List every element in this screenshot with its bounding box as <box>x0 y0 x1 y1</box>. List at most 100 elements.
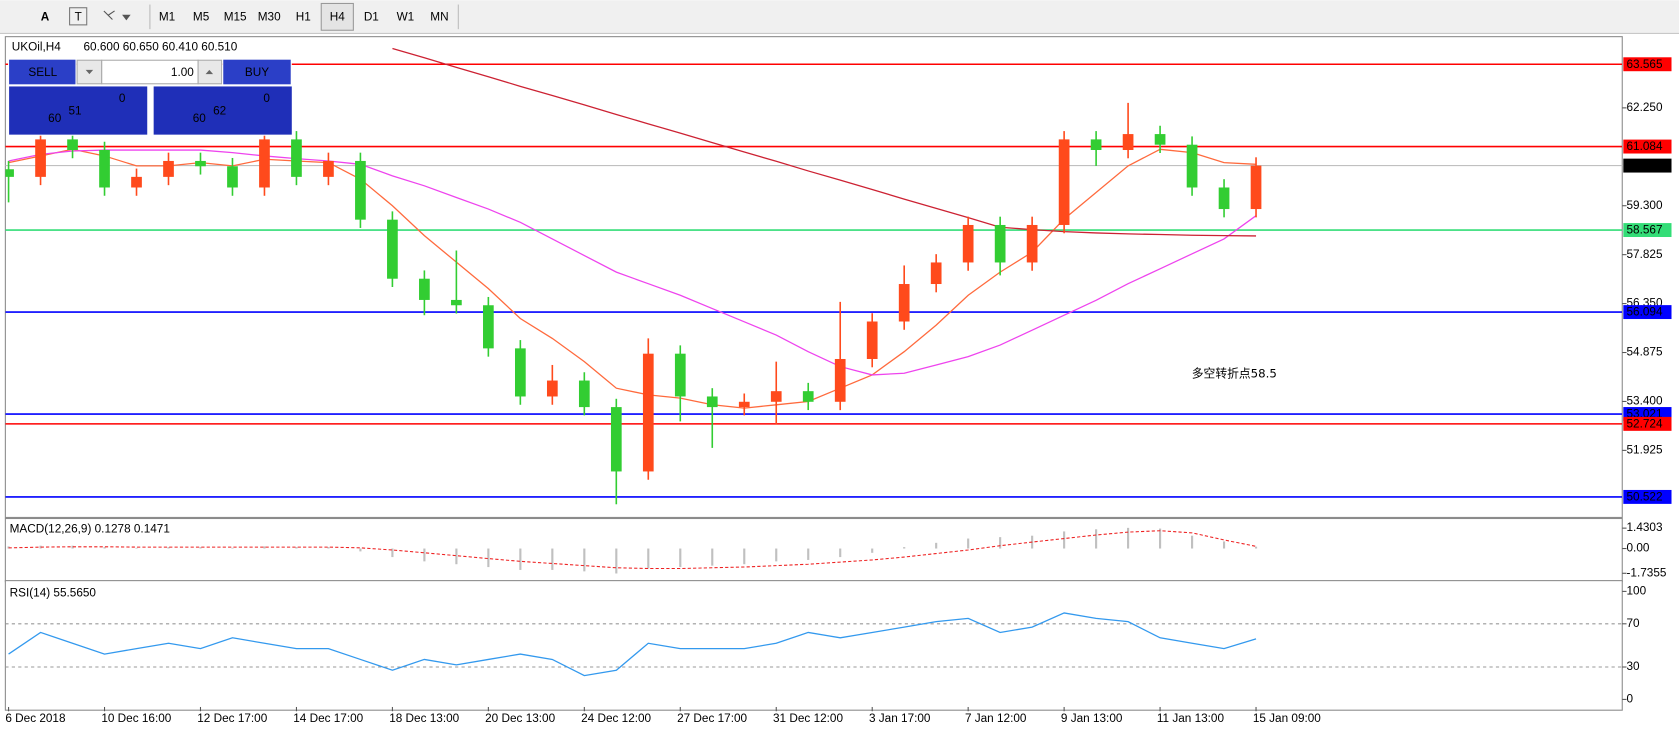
x-tick-label: 6 Dec 2018 <box>5 712 66 725</box>
candle-body <box>1250 165 1262 210</box>
candle-body <box>1186 144 1198 188</box>
macd-bar <box>487 548 490 568</box>
macd-bar <box>327 547 330 549</box>
macd-bar <box>935 542 938 549</box>
level-label: 56.094 <box>1627 306 1663 319</box>
x-tick-label: 31 Dec 12:00 <box>773 712 843 725</box>
indicator-title: MACD(12,26,9) 0.1278 0.1471 <box>10 522 170 535</box>
y-tick-label: 30 <box>1627 660 1641 673</box>
candle-body <box>323 160 334 177</box>
macd-bar <box>519 548 522 570</box>
y-tick-label: 0 <box>1627 693 1634 706</box>
level-tag <box>1623 416 1672 431</box>
x-tick-label: 20 Dec 13:00 <box>485 712 555 725</box>
x-tick-label: 9 Jan 13:00 <box>1061 712 1123 725</box>
candle-body <box>930 262 942 285</box>
y-tick-label: 62.250 <box>1627 101 1663 114</box>
y-tick-label: 1.4303 <box>1627 521 1663 534</box>
y-tick-label: 53.400 <box>1627 395 1663 408</box>
buy-button[interactable] <box>222 58 292 86</box>
ask-price-box[interactable] <box>152 85 293 136</box>
timeframe-button[interactable]: D1 <box>364 10 379 23</box>
bid-price-big: 60 <box>48 112 62 125</box>
macd-bar <box>1159 528 1162 549</box>
candle-body <box>962 224 974 263</box>
chart-symbol: UKOil,H4 <box>12 40 61 53</box>
macd-bar <box>359 548 362 552</box>
level-label: 50.522 <box>1627 491 1663 504</box>
indicator-title: RSI(14) 55.5650 <box>10 587 97 600</box>
macd-bar <box>583 548 586 572</box>
tool-button[interactable]: A <box>41 10 50 23</box>
sell-button[interactable] <box>8 58 77 86</box>
candle-body <box>706 396 718 408</box>
macd-bar <box>167 547 170 549</box>
candle-body <box>802 391 814 402</box>
timeframe-button[interactable]: H4 <box>330 10 345 23</box>
annotation: 多空转折点58.5 <box>1192 366 1277 380</box>
candle-body <box>5 169 14 177</box>
timeframe-button[interactable]: MN <box>430 10 448 23</box>
macd-bar <box>295 547 298 549</box>
candle-body <box>131 176 142 188</box>
macd-bar <box>39 545 42 549</box>
panel <box>4 517 1623 583</box>
macd-bar <box>71 545 74 549</box>
timeframe-button[interactable]: M30 <box>258 10 281 23</box>
level-label: 61.084 <box>1627 140 1663 153</box>
x-tick-label: 18 Dec 13:00 <box>389 712 459 725</box>
timeframe-button[interactable]: M15 <box>224 10 247 23</box>
candle-body <box>451 299 462 306</box>
macd-bar <box>903 547 906 549</box>
tool-button[interactable]: T <box>75 10 82 23</box>
bid-price-sup: 0 <box>119 92 126 105</box>
y-tick-label: 70 <box>1627 617 1641 630</box>
lot-value: 1.00 <box>171 66 194 79</box>
y-tick-label: 59.300 <box>1627 199 1663 212</box>
macd-bar <box>423 548 426 562</box>
y-tick-label: 100 <box>1627 585 1647 598</box>
candle-body <box>514 348 526 397</box>
timeframe-button[interactable]: H1 <box>296 10 311 23</box>
bid-price-box[interactable] <box>8 85 149 136</box>
moving-average <box>8 148 1257 409</box>
candle-body <box>834 358 846 402</box>
candle-body <box>387 219 398 279</box>
sell-label[interactable]: SELL <box>28 66 57 79</box>
y-tick-label: 54.875 <box>1627 346 1663 359</box>
candle-body <box>99 150 110 188</box>
x-tick-label: 14 Dec 17:00 <box>293 712 363 725</box>
level-label: 63.565 <box>1627 58 1663 71</box>
macd-bar <box>711 548 714 566</box>
candle-body <box>259 139 270 188</box>
arrow <box>85 69 94 75</box>
x-tick-label: 11 Jan 13:00 <box>1157 712 1225 725</box>
candle-body <box>994 224 1006 263</box>
panel <box>4 580 1623 711</box>
candle-body <box>419 278 430 300</box>
plot-area <box>5 47 1623 505</box>
macd-bar <box>1190 535 1194 549</box>
candle-body <box>355 160 366 220</box>
x-tick-label: 10 Dec 16:00 <box>101 712 171 725</box>
candle-body <box>67 139 78 151</box>
buy-label[interactable]: BUY <box>245 66 269 79</box>
timeframe-button[interactable]: M5 <box>193 10 210 23</box>
candle-body <box>483 305 494 349</box>
y-tick-label: -1.7355 <box>1627 566 1667 579</box>
macd-bar <box>967 538 970 549</box>
candle-body <box>578 380 590 408</box>
level-tag <box>1623 158 1672 173</box>
y-tick-label: 51.925 <box>1627 443 1663 456</box>
macd-bar <box>1063 531 1066 549</box>
timeframe-button[interactable]: M1 <box>159 10 175 23</box>
ask-price-main: 62 <box>213 105 226 118</box>
timeframe-button[interactable]: W1 <box>397 10 415 23</box>
candle-body <box>546 380 558 397</box>
tool-frame <box>69 7 88 26</box>
candle-body <box>195 160 206 167</box>
level-tag <box>1623 305 1672 320</box>
macd-bar <box>775 548 778 562</box>
macd-bar <box>199 547 202 549</box>
